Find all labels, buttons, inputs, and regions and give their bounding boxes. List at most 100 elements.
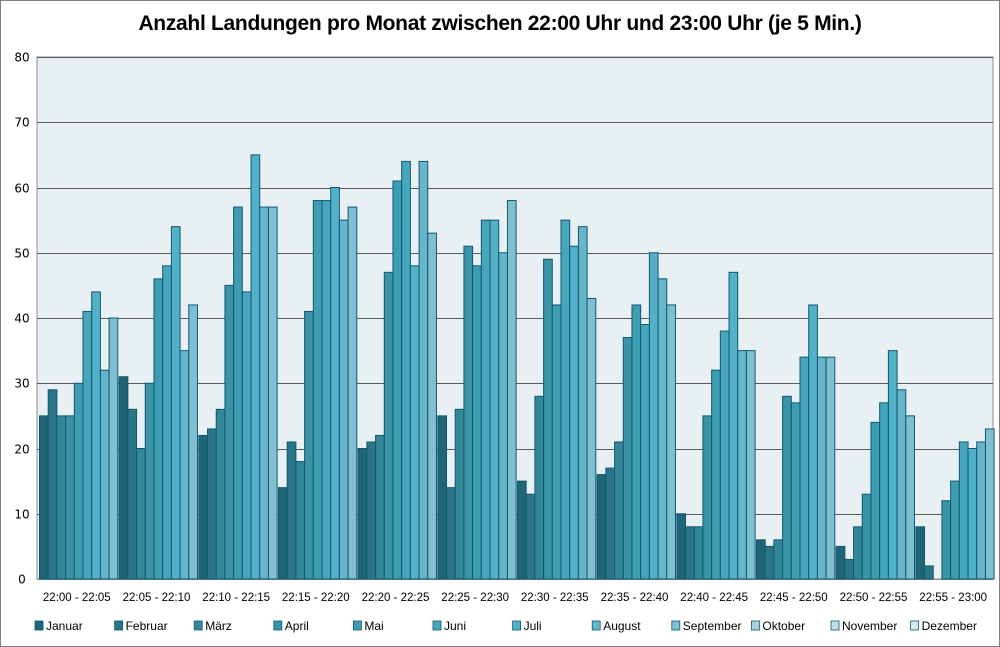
bar xyxy=(312,200,323,580)
bar xyxy=(198,434,209,580)
x-tick-label: 22:20 - 22:25 xyxy=(362,592,430,604)
bar xyxy=(984,428,995,580)
bar xyxy=(676,513,687,580)
bar xyxy=(91,291,101,580)
bar xyxy=(47,389,58,580)
y-tick-label: 70 xyxy=(14,116,29,130)
legend-swatch xyxy=(830,620,840,631)
bar xyxy=(941,500,952,580)
x-tick-label: 22:50 - 22:55 xyxy=(840,592,908,604)
legend-swatch xyxy=(273,620,283,631)
bar xyxy=(605,467,616,580)
bar xyxy=(73,382,84,580)
bar xyxy=(631,304,642,580)
bar xyxy=(702,415,713,580)
bar xyxy=(392,180,403,580)
legend-label: Oktober xyxy=(762,619,805,633)
bar xyxy=(764,545,775,580)
bar xyxy=(861,493,872,580)
bar xyxy=(224,284,235,580)
bar xyxy=(728,271,739,580)
bar xyxy=(207,428,217,580)
chart-title: Anzahl Landungen pro Monat zwischen 22:0… xyxy=(138,12,862,35)
bar xyxy=(657,278,668,580)
bar xyxy=(622,337,633,580)
bar xyxy=(586,297,597,580)
bar xyxy=(896,389,907,580)
legend-swatch xyxy=(432,620,442,631)
legend-swatch xyxy=(512,620,521,631)
legend-swatch xyxy=(910,620,919,631)
bar xyxy=(259,206,269,580)
y-tick-label: 80 xyxy=(14,51,29,65)
x-tick-label: 22:00 - 22:05 xyxy=(43,592,111,604)
bar xyxy=(835,545,846,580)
legend-label: September xyxy=(683,619,742,633)
bar xyxy=(278,487,288,580)
bar xyxy=(666,304,676,580)
x-tick-label: 22:05 - 22:10 xyxy=(123,592,191,604)
bar xyxy=(153,278,164,580)
legend-swatch xyxy=(591,620,601,631)
bar xyxy=(99,369,110,580)
x-tick-label: 22:10 - 22:15 xyxy=(202,592,270,604)
bar xyxy=(719,330,730,580)
bar xyxy=(489,219,500,580)
bar xyxy=(437,415,448,580)
x-tick-label: 22:45 - 22:50 xyxy=(760,592,828,604)
bar xyxy=(782,395,792,580)
legend-label: Februar xyxy=(126,619,168,633)
bar xyxy=(82,310,93,580)
bar xyxy=(56,415,67,580)
y-tick-label: 30 xyxy=(14,377,29,391)
bar xyxy=(551,304,562,580)
bar xyxy=(241,291,252,580)
x-tick-label: 22:55 - 23:00 xyxy=(919,592,987,604)
x-tick-label: 22:40 - 22:45 xyxy=(680,592,748,604)
legend-label: Mai xyxy=(364,619,383,633)
bar xyxy=(188,304,198,580)
bar xyxy=(480,219,491,580)
bar xyxy=(357,448,368,580)
bar xyxy=(534,395,545,580)
legend-swatch xyxy=(34,620,44,631)
bar xyxy=(685,526,695,580)
bar xyxy=(463,245,474,580)
bar xyxy=(648,252,659,580)
y-tick-label: 60 xyxy=(14,182,29,196)
bar xyxy=(924,565,934,580)
legend-swatch xyxy=(751,620,760,631)
bar xyxy=(498,252,508,580)
bar xyxy=(853,526,863,580)
bar xyxy=(825,356,836,580)
bar xyxy=(879,402,889,580)
legend-label: November xyxy=(842,619,897,633)
legend-label: August xyxy=(603,619,641,633)
bar xyxy=(215,408,226,580)
bar xyxy=(409,265,420,580)
bar xyxy=(162,265,172,580)
bar xyxy=(756,539,766,580)
bar xyxy=(375,434,385,580)
bar xyxy=(816,356,827,580)
bar xyxy=(286,441,297,580)
bar xyxy=(108,317,119,580)
bar xyxy=(366,441,377,580)
bar xyxy=(65,415,75,580)
bar xyxy=(338,219,349,580)
bar xyxy=(454,408,465,580)
legend-swatch xyxy=(352,620,362,631)
bar xyxy=(118,376,129,580)
legend-label: April xyxy=(285,619,309,633)
bar xyxy=(427,232,437,580)
bar xyxy=(472,265,482,580)
bar xyxy=(693,526,704,580)
x-tick-label: 22:30 - 22:35 xyxy=(521,592,589,604)
y-tick-label: 0 xyxy=(18,573,26,587)
bar xyxy=(401,160,411,580)
bar xyxy=(560,219,571,580)
bar xyxy=(233,206,243,580)
bar xyxy=(799,356,810,580)
bar xyxy=(967,448,978,580)
